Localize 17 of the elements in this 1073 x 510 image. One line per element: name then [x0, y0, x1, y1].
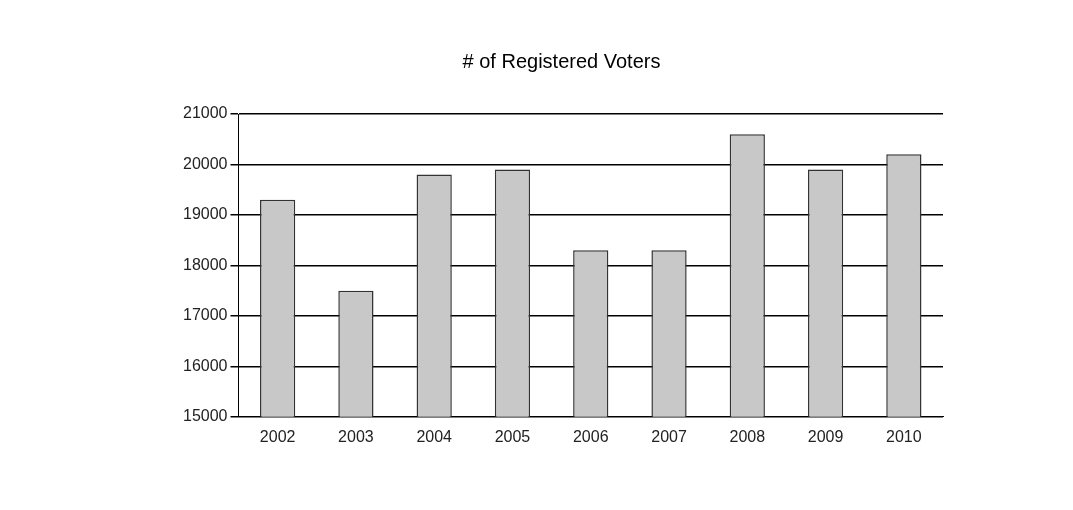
chart-title: # of Registered Voters	[462, 49, 661, 72]
y-tick-label: 16000	[182, 356, 228, 374]
x-tick-label: 2008	[729, 427, 766, 445]
x-tick-label: 2003	[338, 427, 374, 445]
x-tick-label: 2005	[494, 427, 531, 445]
x-tick-label: 2006	[572, 427, 609, 445]
x-tick-label: 2004	[416, 427, 453, 445]
y-tick-label: 21000	[182, 104, 228, 122]
x-tick-label: 2002	[259, 427, 296, 445]
y-tick-label: 19000	[182, 205, 228, 223]
y-tick-label: 20000	[182, 154, 228, 172]
y-tick-label: 17000	[182, 306, 228, 324]
x-tick-label: 2010	[886, 427, 922, 445]
y-tick-label: 18000	[182, 255, 228, 273]
y-tick-label: 15000	[182, 407, 228, 425]
x-tick-label: 2009	[807, 427, 844, 445]
x-tick-label: 2007	[651, 427, 687, 445]
